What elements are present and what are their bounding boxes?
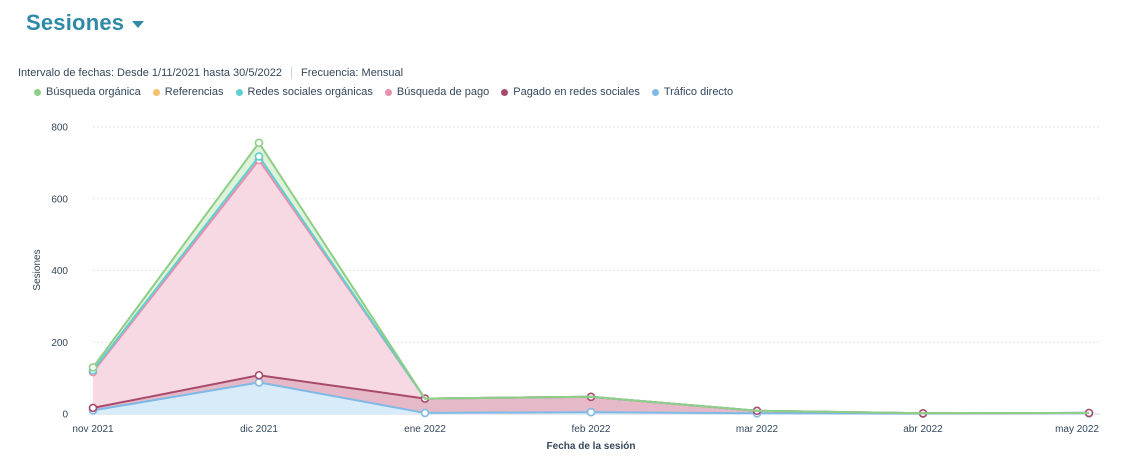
chart-legend: Búsqueda orgánica Referencias Redes social… bbox=[34, 86, 733, 98]
area-búsqueda-de-pago bbox=[93, 160, 1089, 414]
x-tick-label: dic 2021 bbox=[240, 424, 278, 435]
legend-dot-icon bbox=[152, 88, 160, 96]
y-tick-label: 400 bbox=[51, 266, 68, 277]
legend-item[interactable]: Búsqueda de pago bbox=[384, 86, 490, 98]
data-point bbox=[88, 403, 98, 413]
chart-title-row[interactable]: Sesiones bbox=[26, 10, 145, 36]
x-tick-label: feb 2022 bbox=[572, 424, 611, 435]
x-tick-label: abr 2022 bbox=[903, 424, 943, 435]
legend-label: Referencias bbox=[164, 86, 224, 98]
x-tick-label: nov 2021 bbox=[72, 424, 114, 435]
data-point bbox=[586, 407, 596, 417]
legend-dot-icon bbox=[651, 88, 659, 96]
x-tick-label: mar 2022 bbox=[736, 424, 779, 435]
data-point bbox=[254, 378, 264, 387]
chart-meta: Intervalo de fechas: Desde 1/11/2021 has… bbox=[18, 67, 403, 79]
legend-label: Búsqueda de pago bbox=[396, 86, 490, 98]
legend-item[interactable]: Pagado en redes sociales bbox=[501, 86, 640, 98]
legend-item[interactable]: Redes sociales orgánicas bbox=[235, 86, 373, 98]
data-point bbox=[88, 363, 98, 372]
area-tráfico-directo bbox=[93, 382, 1089, 414]
legend-dot-icon bbox=[384, 88, 392, 96]
legend-item[interactable]: Tráfico directo bbox=[651, 86, 734, 98]
y-axis-title: Sesiones bbox=[32, 249, 43, 290]
x-tick-label: ene 2022 bbox=[404, 424, 446, 435]
date-range-label: Intervalo de fechas: Desde 1/11/2021 has… bbox=[18, 67, 282, 79]
legend-item[interactable]: Búsqueda orgánica bbox=[34, 86, 141, 98]
chevron-down-icon[interactable] bbox=[132, 21, 145, 28]
y-tick-label: 800 bbox=[51, 123, 68, 134]
legend-item[interactable]: Referencias bbox=[152, 86, 224, 98]
y-tick-label: 200 bbox=[51, 338, 68, 349]
x-tick-label: may 2022 bbox=[1055, 424, 1099, 435]
legend-label: Pagado en redes sociales bbox=[513, 86, 640, 98]
legend-dot-icon bbox=[34, 88, 41, 96]
data-point bbox=[420, 408, 430, 418]
y-tick-label: 600 bbox=[51, 194, 68, 205]
legend-dot-icon bbox=[235, 88, 243, 96]
area-pagado-en-redes-sociales bbox=[93, 375, 1089, 414]
y-tick-label: 0 bbox=[62, 410, 68, 421]
data-point bbox=[254, 370, 264, 380]
legend-label: Tráfico directo bbox=[663, 86, 734, 98]
legend-dot-icon bbox=[501, 88, 509, 96]
legend-label: Búsqueda orgánica bbox=[46, 86, 141, 98]
frequency-label: Frecuencia: Mensual bbox=[301, 67, 404, 79]
data-point bbox=[254, 138, 264, 148]
divider bbox=[291, 67, 292, 79]
data-point bbox=[254, 152, 264, 161]
legend-label: Redes sociales orgánicas bbox=[247, 86, 373, 98]
chart-title: Sesiones bbox=[26, 10, 125, 35]
x-axis-title: Fecha de la sesión bbox=[547, 441, 636, 452]
